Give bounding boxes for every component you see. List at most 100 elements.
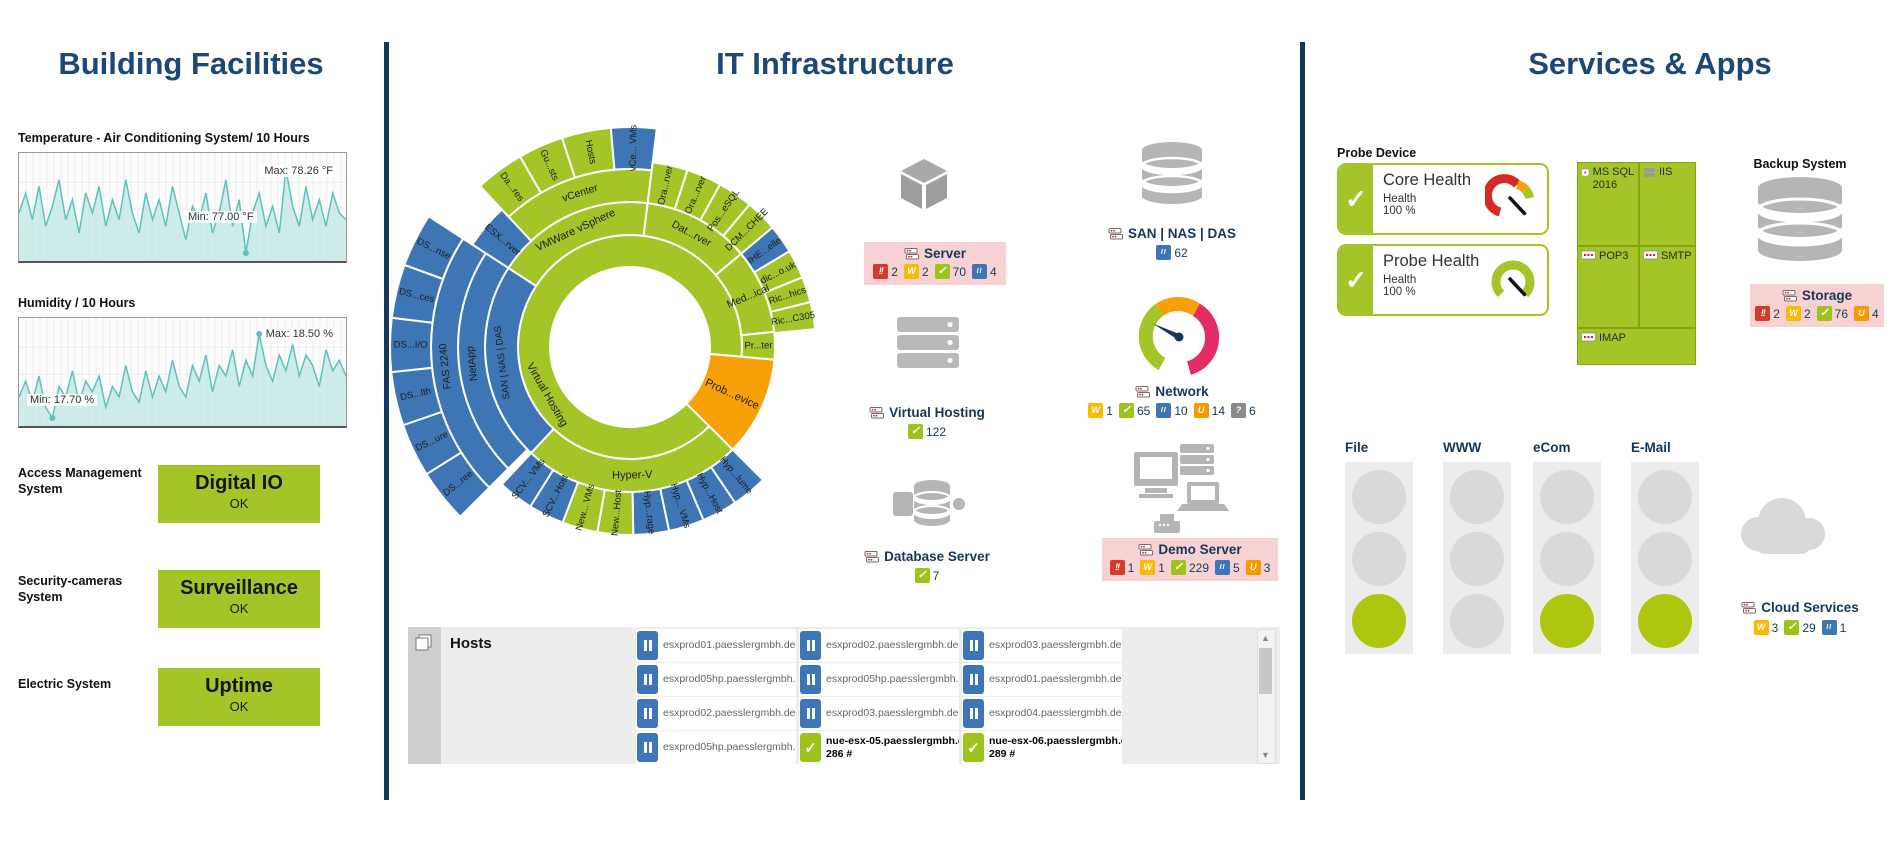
sunburst-segment-label: Hyp...rage — [641, 490, 657, 535]
device-icon — [1782, 289, 1797, 302]
host-cell[interactable]: esxprod05hp.paesslergmbh.d... — [636, 663, 796, 696]
server-device-link[interactable]: Server — [904, 246, 966, 261]
traffic-light-www[interactable] — [1443, 462, 1511, 654]
treemap-tile-imap[interactable]: IMAP — [1577, 328, 1696, 365]
host-name: esxprod03.paesslergmbh.de [... — [989, 639, 1122, 652]
treemap-tile-pop3[interactable]: POP3 — [1577, 246, 1639, 328]
paused-icon — [963, 699, 984, 728]
sunburst-segment[interactable] — [500, 451, 555, 508]
error-sensor-badge[interactable]: !! 2 — [1755, 306, 1780, 321]
device-icon — [1741, 601, 1756, 614]
host-cell[interactable]: esxprod05hp.paesslergmbh.d... — [636, 731, 796, 764]
treemap-tile-mssql[interactable]: MS SQL 2016 — [1577, 162, 1639, 246]
ok-sensor-badge[interactable]: ✓ 7 — [914, 568, 939, 583]
treemap-tile-iis[interactable]: IIS — [1639, 162, 1696, 246]
scroll-down-arrow[interactable]: ▼ — [1258, 747, 1273, 763]
traffic-light-lamp-off — [1540, 532, 1594, 586]
sunburst-segment[interactable] — [740, 330, 776, 361]
virtual-hosting-device-link[interactable]: Virtual Hosting — [842, 405, 1012, 420]
traffic-light-lamp-off — [1450, 594, 1504, 648]
traffic-light-label-e-mail: E-Mail — [1631, 440, 1671, 455]
network-device-link[interactable]: Network — [1087, 384, 1257, 399]
paused-sensor-badge[interactable]: II 1 — [1821, 620, 1846, 635]
host-name: esxprod05hp.paesslergmbh.d... — [663, 673, 796, 686]
cloud-services-device-link[interactable]: Cloud Services — [1715, 600, 1885, 615]
demo-server-alarm-card[interactable]: Demo Server !! 1 W 1 ✓ 229 II 5 U 3 — [1102, 538, 1278, 581]
host-cell[interactable]: esxprod01.paesslergmbh.de [... — [636, 629, 796, 662]
ok-check-icon: ✓ — [800, 733, 821, 762]
scroll-up-arrow[interactable]: ▲ — [1258, 630, 1273, 646]
temperature-chart: Max: 78.26 °F Min: 77.00 °F — [18, 152, 347, 263]
host-cell[interactable]: esxprod02.paesslergmbh.de [... — [799, 629, 959, 662]
treemap-tile-label: POP3 — [1599, 250, 1629, 262]
core-health-value: 100 % — [1383, 205, 1416, 217]
error-icon: !! — [873, 264, 889, 279]
ok-sensor-badge[interactable]: ✓ 229 — [1170, 560, 1209, 575]
error-sensor-badge[interactable]: !! 2 — [873, 264, 898, 279]
traffic-light-e-mail[interactable] — [1631, 462, 1699, 654]
ok-sensor-badge[interactable]: ✓ 70 — [934, 264, 966, 279]
ok-sensor-badge[interactable]: ✓ 76 — [1816, 306, 1848, 321]
paused-icon — [637, 665, 658, 694]
unusual-sensor-badge[interactable]: U 14 — [1193, 403, 1225, 418]
host-cell[interactable]: esxprod05hp.paesslergmbh.d... — [799, 663, 959, 696]
treemap-tile-smtp[interactable]: SMTP — [1639, 246, 1696, 328]
error-sensor-badge[interactable]: !! 1 — [1109, 560, 1134, 575]
host-name: esxprod04.paesslergmbh.de [... — [989, 707, 1122, 720]
traffic-light-file[interactable] — [1345, 462, 1413, 654]
sunburst-segment[interactable] — [769, 300, 817, 335]
uptime-status-box[interactable]: Uptime OK — [158, 668, 320, 726]
san-nas-das-device-label: SAN | NAS | DAS — [1127, 226, 1237, 241]
host-cell[interactable]: esxprod01.paesslergmbh.de [... — [962, 663, 1122, 696]
paused-sensor-badge[interactable]: II 62 — [1156, 245, 1188, 260]
storage-device-link[interactable]: Storage — [1782, 288, 1852, 303]
sunburst-segment[interactable] — [403, 214, 465, 281]
ok-sensor-badge[interactable]: ✓ 122 — [907, 424, 946, 439]
host-cell[interactable]: esxprod02.paesslergmbh.de [... — [636, 697, 796, 730]
warning-icon: W — [903, 264, 919, 279]
core-health-metric: Health — [1383, 193, 1417, 205]
hosts-table-title: Hosts — [450, 635, 492, 652]
server-alarm-card[interactable]: Server !! 2 W 2 ✓ 70 II 4 — [864, 242, 1006, 285]
digital-io-status-box[interactable]: Digital IO OK — [158, 465, 320, 523]
paused-sensor-badge[interactable]: II 10 — [1156, 403, 1188, 418]
traffic-light-ecom[interactable] — [1533, 462, 1601, 654]
humidity-chart: Max: 18.50 % Min: 17.70 % — [18, 317, 347, 428]
probe-health-card[interactable]: ✓ Probe Health Health 100 % — [1337, 244, 1549, 316]
storage-alarm-card[interactable]: Storage !! 2 W 2 ✓ 76 U 4 — [1750, 284, 1884, 327]
unusual-icon: U — [1854, 306, 1870, 321]
ok-sensor-badge[interactable]: ✓ 29 — [1784, 620, 1816, 635]
host-name: esxprod03.paesslergmbh.de [... — [826, 707, 959, 720]
paused-sensor-badge[interactable]: II 4 — [972, 264, 997, 279]
host-cell[interactable]: ✓ nue-esx-05.paesslergmbh.de [...286 # — [799, 731, 959, 764]
ok-sensor-badge[interactable]: ✓ 65 — [1118, 403, 1150, 418]
san-nas-das-device-link[interactable]: SAN | NAS | DAS — [1087, 226, 1257, 241]
host-cell[interactable]: esxprod03.paesslergmbh.de [... — [799, 697, 959, 730]
ok-icon: ✓ — [1784, 620, 1800, 635]
host-cell[interactable]: esxprod03.paesslergmbh.de [... — [962, 629, 1122, 662]
traffic-light-lamp-off — [1352, 470, 1406, 524]
hosts-scrollbar[interactable]: ▲ ▼ — [1257, 629, 1276, 764]
ok-icon: ✓ — [914, 568, 930, 583]
demo-server-device-link[interactable]: Demo Server — [1138, 542, 1242, 557]
surveillance-status-box[interactable]: Surveillance OK — [158, 570, 320, 628]
host-cell[interactable]: ✓ nue-esx-06.paesslergmbh.de [...289 # — [962, 731, 1122, 764]
core-health-card[interactable]: ✓ Core Health Health 100 % — [1337, 163, 1549, 235]
virtual-hosting-device-label: Virtual Hosting — [889, 405, 985, 420]
unknown-sensor-badge[interactable]: ? 6 — [1231, 403, 1256, 418]
host-name: esxprod02.paesslergmbh.de [... — [663, 707, 796, 720]
paused-sensor-badge[interactable]: II 5 — [1215, 560, 1240, 575]
database-server-device-link[interactable]: Database Server — [842, 549, 1012, 564]
scroll-thumb[interactable] — [1259, 648, 1272, 694]
san-storage-icon — [1140, 142, 1204, 204]
host-cell[interactable]: esxprod04.paesslergmbh.de [... — [962, 697, 1122, 730]
ok-icon: ✓ — [1118, 403, 1134, 418]
